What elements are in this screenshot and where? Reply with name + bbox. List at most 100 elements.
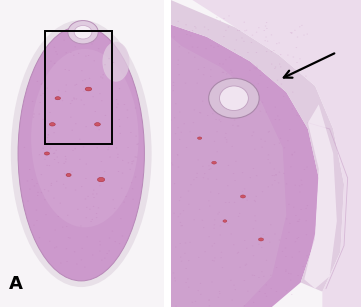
Ellipse shape <box>238 86 239 87</box>
Ellipse shape <box>74 46 76 47</box>
Ellipse shape <box>286 183 287 184</box>
Ellipse shape <box>29 169 30 170</box>
Ellipse shape <box>238 117 240 118</box>
Ellipse shape <box>186 268 187 269</box>
Ellipse shape <box>36 183 38 184</box>
Ellipse shape <box>291 155 293 156</box>
Ellipse shape <box>96 147 98 148</box>
Ellipse shape <box>299 185 300 186</box>
Ellipse shape <box>208 200 210 201</box>
Ellipse shape <box>275 175 277 176</box>
Ellipse shape <box>218 297 219 298</box>
Ellipse shape <box>58 216 59 217</box>
Ellipse shape <box>291 33 292 34</box>
Ellipse shape <box>268 159 269 160</box>
Polygon shape <box>304 104 337 289</box>
Ellipse shape <box>116 107 118 108</box>
Ellipse shape <box>127 110 128 111</box>
Ellipse shape <box>198 257 199 258</box>
Ellipse shape <box>18 26 144 281</box>
Ellipse shape <box>98 48 99 49</box>
Ellipse shape <box>185 282 187 283</box>
Ellipse shape <box>180 225 182 226</box>
Ellipse shape <box>268 132 269 133</box>
Ellipse shape <box>65 84 67 85</box>
Ellipse shape <box>197 137 202 139</box>
Ellipse shape <box>200 283 201 284</box>
Ellipse shape <box>53 153 55 154</box>
Ellipse shape <box>93 206 94 207</box>
Ellipse shape <box>44 199 45 200</box>
Ellipse shape <box>297 275 299 276</box>
Ellipse shape <box>306 234 307 235</box>
Ellipse shape <box>265 25 266 26</box>
Ellipse shape <box>208 299 210 300</box>
Ellipse shape <box>266 285 267 286</box>
Ellipse shape <box>288 204 290 205</box>
Ellipse shape <box>89 78 90 79</box>
Ellipse shape <box>280 54 282 55</box>
Ellipse shape <box>283 96 284 97</box>
Ellipse shape <box>65 52 67 53</box>
Ellipse shape <box>81 70 83 71</box>
Ellipse shape <box>181 261 182 262</box>
Ellipse shape <box>65 159 67 160</box>
Ellipse shape <box>265 293 266 294</box>
Ellipse shape <box>42 119 44 120</box>
Ellipse shape <box>196 173 198 174</box>
Ellipse shape <box>93 197 95 198</box>
Ellipse shape <box>73 97 75 98</box>
Ellipse shape <box>249 70 251 71</box>
Ellipse shape <box>117 103 119 104</box>
Ellipse shape <box>175 133 176 134</box>
Ellipse shape <box>283 173 284 174</box>
Ellipse shape <box>273 50 275 51</box>
Ellipse shape <box>290 166 292 167</box>
Ellipse shape <box>230 280 232 281</box>
Ellipse shape <box>189 242 191 243</box>
Ellipse shape <box>213 47 215 48</box>
Ellipse shape <box>294 30 296 31</box>
Ellipse shape <box>44 159 46 160</box>
Ellipse shape <box>210 45 212 46</box>
Ellipse shape <box>100 244 101 245</box>
Ellipse shape <box>60 262 62 263</box>
Ellipse shape <box>27 200 29 201</box>
Ellipse shape <box>91 44 93 45</box>
Ellipse shape <box>227 185 229 186</box>
Ellipse shape <box>229 202 230 203</box>
Ellipse shape <box>255 201 256 202</box>
Ellipse shape <box>252 245 253 246</box>
Ellipse shape <box>223 72 224 73</box>
Ellipse shape <box>195 28 197 29</box>
Ellipse shape <box>92 194 93 195</box>
Ellipse shape <box>303 266 304 267</box>
Ellipse shape <box>244 188 245 189</box>
Ellipse shape <box>131 182 132 183</box>
Ellipse shape <box>292 257 293 258</box>
Ellipse shape <box>260 111 261 112</box>
Ellipse shape <box>175 103 177 104</box>
Ellipse shape <box>235 289 236 290</box>
Ellipse shape <box>285 256 287 257</box>
Ellipse shape <box>76 84 77 85</box>
Ellipse shape <box>39 102 41 103</box>
Ellipse shape <box>221 257 222 258</box>
Ellipse shape <box>71 171 73 172</box>
Ellipse shape <box>280 138 281 139</box>
Ellipse shape <box>306 167 308 168</box>
Polygon shape <box>171 37 286 307</box>
Ellipse shape <box>210 168 212 169</box>
Ellipse shape <box>269 162 271 163</box>
Ellipse shape <box>73 55 74 56</box>
Ellipse shape <box>55 150 57 151</box>
Ellipse shape <box>86 207 87 208</box>
Ellipse shape <box>71 130 73 131</box>
Ellipse shape <box>186 34 188 35</box>
Ellipse shape <box>244 30 245 31</box>
Ellipse shape <box>190 131 191 132</box>
Ellipse shape <box>51 185 52 186</box>
Ellipse shape <box>275 119 276 120</box>
Ellipse shape <box>99 129 100 130</box>
Ellipse shape <box>274 144 275 145</box>
